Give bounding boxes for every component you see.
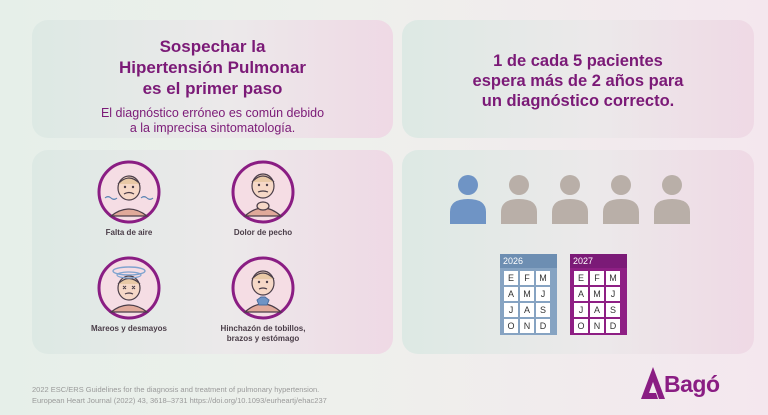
symptom-label: Hinchazón de tobillos, brazos y estómago bbox=[198, 324, 328, 344]
person-icon bbox=[552, 175, 588, 224]
month-cell: M bbox=[606, 271, 620, 285]
month-cell: J bbox=[606, 287, 620, 301]
person-icon bbox=[603, 175, 639, 224]
month-cell: E bbox=[574, 271, 588, 285]
month-cell: F bbox=[520, 271, 534, 285]
month-cell: J bbox=[574, 303, 588, 317]
panel-title: Sospechar la Hipertensión Pulmonar es el… bbox=[32, 36, 393, 99]
calendar-2026: 2026 E F M A M J J A S O N D bbox=[500, 254, 557, 335]
month-cell: A bbox=[504, 287, 518, 301]
logo-text: Bagó bbox=[664, 371, 720, 397]
month-cell: J bbox=[504, 303, 518, 317]
symptom-item: Hinchazón de tobillos, brazos y estómago bbox=[198, 256, 328, 344]
month-cell: J bbox=[536, 287, 550, 301]
intro-panel: Sospechar la Hipertensión Pulmonar es el… bbox=[32, 20, 393, 138]
month-cell: N bbox=[520, 319, 534, 333]
title-line-1: Sospechar la bbox=[159, 37, 266, 56]
month-cell: D bbox=[606, 319, 620, 333]
symptom-item: Falta de aire bbox=[64, 160, 194, 238]
title-line-2: Hipertensión Pulmonar bbox=[118, 58, 307, 77]
symptom-item: Mareos y desmayos bbox=[64, 256, 194, 334]
symptoms-panel: Falta de aire Dolor de pecho Mareos y de… bbox=[32, 150, 393, 354]
symptom-label-line-2: brazos y estómago bbox=[226, 334, 300, 343]
person-highlighted-icon bbox=[450, 175, 486, 224]
subtitle-line-1: El diagnóstico erróneo es común debido bbox=[100, 106, 325, 120]
month-cell: S bbox=[536, 303, 550, 317]
month-cell: S bbox=[606, 303, 620, 317]
month-cell: E bbox=[504, 271, 518, 285]
month-cell: A bbox=[520, 303, 534, 317]
title-line-3: es el primer paso bbox=[142, 79, 283, 98]
month-cell: M bbox=[590, 287, 604, 301]
reference-line-2: European Heart Journal (2022) 43, 3618–3… bbox=[32, 396, 327, 405]
stat-line-2: espera más de 2 años para bbox=[472, 72, 684, 90]
month-cell: O bbox=[574, 319, 588, 333]
month-cell: D bbox=[536, 319, 550, 333]
references: 2022 ESC/ERS Guidelines for the diagnosi… bbox=[32, 384, 327, 406]
symptom-label: Falta de aire bbox=[105, 228, 153, 237]
symptom-label-line-1: Hinchazón de tobillos, bbox=[220, 324, 306, 333]
calendar-months: E F M A M J J A S O N D bbox=[500, 268, 557, 336]
calendar-months: E F M A M J J A S O N D bbox=[570, 268, 627, 336]
calendar-year: 2026 bbox=[500, 254, 557, 268]
month-cell: N bbox=[590, 319, 604, 333]
person-icon bbox=[654, 175, 690, 224]
calendar-year: 2027 bbox=[570, 254, 627, 268]
brand-logo: Bagó bbox=[640, 363, 750, 403]
logo-mark-icon bbox=[641, 367, 665, 399]
stat-line-3: un diagnóstico correcto. bbox=[481, 92, 675, 110]
patients-illustration bbox=[450, 175, 690, 224]
dizziness-icon bbox=[97, 256, 161, 320]
statistic-panel: 1 de cada 5 pacientes espera más de 2 añ… bbox=[402, 20, 754, 138]
subtitle-line-2: a la imprecisa sintomatología. bbox=[129, 121, 296, 135]
panel-subtitle: El diagnóstico erróneo es común debido a… bbox=[32, 106, 393, 136]
stat-line-1: 1 de cada 5 pacientes bbox=[493, 52, 663, 70]
month-cell: M bbox=[536, 271, 550, 285]
swelling-icon bbox=[231, 256, 295, 320]
symptom-label: Dolor de pecho bbox=[233, 228, 293, 237]
month-cell: F bbox=[590, 271, 604, 285]
calendar-2027: 2027 E F M A M J J A S O N D bbox=[570, 254, 627, 335]
month-cell: A bbox=[574, 287, 588, 301]
month-cell: O bbox=[504, 319, 518, 333]
reference-line-1: 2022 ESC/ERS Guidelines for the diagnosi… bbox=[32, 385, 320, 394]
shortness-of-breath-icon bbox=[97, 160, 161, 224]
chest-pain-icon bbox=[231, 160, 295, 224]
person-icon bbox=[501, 175, 537, 224]
symptom-label: Mareos y desmayos bbox=[90, 324, 168, 333]
month-cell: A bbox=[590, 303, 604, 317]
statistic-text: 1 de cada 5 pacientes espera más de 2 añ… bbox=[402, 51, 754, 111]
symptom-item: Dolor de pecho bbox=[198, 160, 328, 238]
month-cell: M bbox=[520, 287, 534, 301]
waiting-time-panel: 2026 E F M A M J J A S O N D 2027 E F M … bbox=[402, 150, 754, 354]
